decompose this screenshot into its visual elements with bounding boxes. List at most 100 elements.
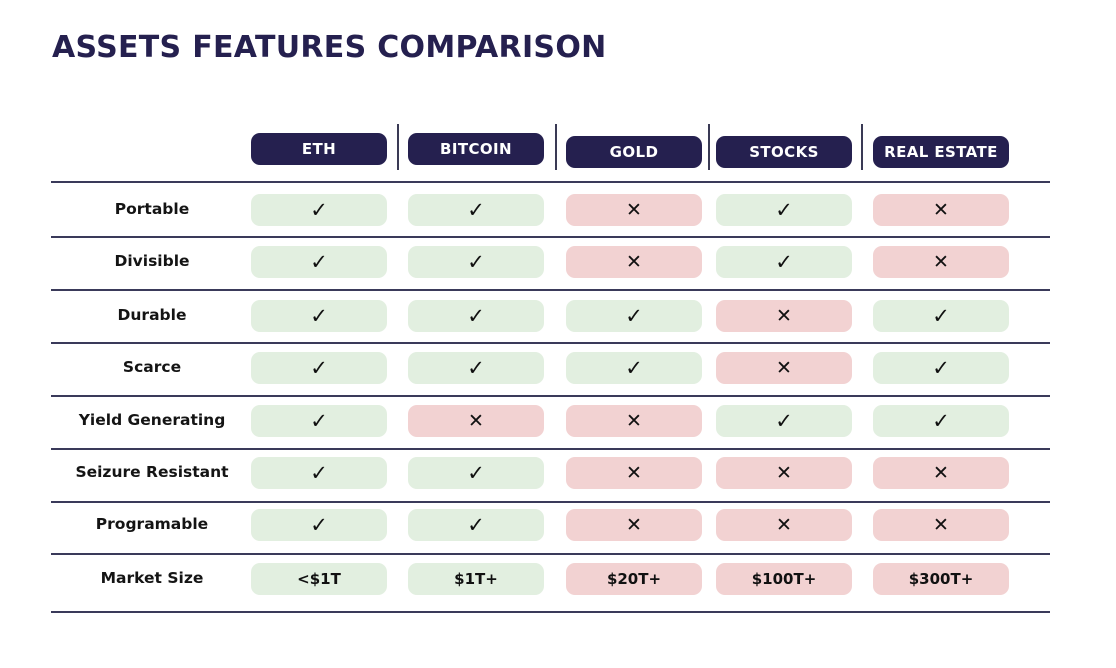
market-size-cell: $300T+ bbox=[873, 563, 1009, 595]
check-icon: ✓ bbox=[775, 197, 793, 222]
check-icon: ✓ bbox=[310, 197, 328, 222]
feature-cell: ✕ bbox=[566, 405, 702, 437]
feature-cell: ✓ bbox=[408, 300, 544, 332]
cross-icon: ✕ bbox=[776, 461, 792, 484]
check-icon: ✓ bbox=[310, 512, 328, 537]
check-icon: ✓ bbox=[467, 197, 485, 222]
cross-icon: ✕ bbox=[933, 513, 949, 536]
check-icon: ✓ bbox=[467, 303, 485, 328]
column-separator bbox=[397, 124, 399, 170]
market-size-cell: $100T+ bbox=[716, 563, 852, 595]
feature-cell: ✓ bbox=[873, 300, 1009, 332]
feature-cell: ✓ bbox=[251, 405, 387, 437]
check-icon: ✓ bbox=[310, 408, 328, 433]
row-divider bbox=[51, 501, 1050, 503]
feature-cell: ✓ bbox=[408, 246, 544, 278]
row-label: Programable bbox=[95, 515, 209, 533]
check-icon: ✓ bbox=[467, 355, 485, 380]
cross-icon: ✕ bbox=[776, 513, 792, 536]
row-label: Portable bbox=[114, 200, 190, 218]
check-icon: ✓ bbox=[310, 249, 328, 274]
feature-cell: ✓ bbox=[873, 405, 1009, 437]
row-label: Seizure Resistant bbox=[75, 463, 229, 481]
check-icon: ✓ bbox=[775, 249, 793, 274]
column-separator bbox=[555, 124, 557, 170]
feature-cell: ✕ bbox=[716, 509, 852, 541]
check-icon: ✓ bbox=[310, 460, 328, 485]
cross-icon: ✕ bbox=[933, 250, 949, 273]
feature-cell: ✕ bbox=[566, 509, 702, 541]
check-icon: ✓ bbox=[467, 460, 485, 485]
row-divider bbox=[51, 236, 1050, 238]
feature-cell: ✓ bbox=[251, 457, 387, 489]
cross-icon: ✕ bbox=[933, 198, 949, 221]
feature-cell: ✕ bbox=[873, 194, 1009, 226]
feature-cell: ✓ bbox=[251, 352, 387, 384]
feature-cell: ✓ bbox=[408, 352, 544, 384]
feature-cell: ✓ bbox=[716, 405, 852, 437]
feature-cell: ✕ bbox=[408, 405, 544, 437]
check-icon: ✓ bbox=[775, 408, 793, 433]
row-label: Yield Generating bbox=[78, 411, 226, 429]
cross-icon: ✕ bbox=[776, 356, 792, 379]
row-divider bbox=[51, 289, 1050, 291]
feature-cell: ✓ bbox=[251, 246, 387, 278]
check-icon: ✓ bbox=[932, 303, 950, 328]
check-icon: ✓ bbox=[625, 355, 643, 380]
feature-cell: ✓ bbox=[873, 352, 1009, 384]
feature-cell: ✕ bbox=[566, 457, 702, 489]
feature-cell: ✓ bbox=[251, 509, 387, 541]
check-icon: ✓ bbox=[310, 303, 328, 328]
column-header-eth: ETH bbox=[251, 133, 387, 165]
row-label: Durable bbox=[117, 306, 187, 324]
check-icon: ✓ bbox=[932, 408, 950, 433]
row-divider bbox=[51, 611, 1050, 613]
feature-cell: ✓ bbox=[716, 194, 852, 226]
check-icon: ✓ bbox=[932, 355, 950, 380]
row-divider bbox=[51, 553, 1050, 555]
check-icon: ✓ bbox=[467, 512, 485, 537]
column-separator bbox=[861, 124, 863, 170]
row-label: Scarce bbox=[122, 358, 182, 376]
column-header-gold: GOLD bbox=[566, 136, 702, 168]
feature-cell: ✓ bbox=[566, 352, 702, 384]
cross-icon: ✕ bbox=[468, 409, 484, 432]
feature-cell: ✕ bbox=[716, 352, 852, 384]
feature-cell: ✕ bbox=[566, 194, 702, 226]
feature-cell: ✓ bbox=[408, 457, 544, 489]
row-divider bbox=[51, 395, 1050, 397]
row-label-market-size: Market Size bbox=[100, 569, 204, 587]
market-size-cell: <$1T bbox=[251, 563, 387, 595]
feature-cell: ✓ bbox=[408, 509, 544, 541]
feature-cell: ✕ bbox=[873, 457, 1009, 489]
column-header-stocks: STOCKS bbox=[716, 136, 852, 168]
feature-cell: ✕ bbox=[566, 246, 702, 278]
column-header-bitcoin: BITCOIN bbox=[408, 133, 544, 165]
row-divider bbox=[51, 342, 1050, 344]
column-separator bbox=[708, 124, 710, 170]
feature-cell: ✕ bbox=[716, 300, 852, 332]
cross-icon: ✕ bbox=[626, 513, 642, 536]
cross-icon: ✕ bbox=[933, 461, 949, 484]
feature-cell: ✓ bbox=[408, 194, 544, 226]
cross-icon: ✕ bbox=[626, 461, 642, 484]
feature-cell: ✕ bbox=[716, 457, 852, 489]
row-divider bbox=[51, 448, 1050, 450]
market-size-cell: $1T+ bbox=[408, 563, 544, 595]
feature-cell: ✕ bbox=[873, 246, 1009, 278]
column-header-real-estate: REAL ESTATE bbox=[873, 136, 1009, 168]
check-icon: ✓ bbox=[310, 355, 328, 380]
feature-cell: ✓ bbox=[251, 194, 387, 226]
page-title: ASSETS FEATURES COMPARISON bbox=[52, 30, 607, 65]
cross-icon: ✕ bbox=[776, 304, 792, 327]
market-size-cell: $20T+ bbox=[566, 563, 702, 595]
feature-cell: ✓ bbox=[566, 300, 702, 332]
row-label: Divisible bbox=[114, 252, 190, 270]
feature-cell: ✕ bbox=[873, 509, 1009, 541]
cross-icon: ✕ bbox=[626, 409, 642, 432]
cross-icon: ✕ bbox=[626, 250, 642, 273]
feature-cell: ✓ bbox=[251, 300, 387, 332]
check-icon: ✓ bbox=[625, 303, 643, 328]
row-divider bbox=[51, 181, 1050, 183]
feature-cell: ✓ bbox=[716, 246, 852, 278]
